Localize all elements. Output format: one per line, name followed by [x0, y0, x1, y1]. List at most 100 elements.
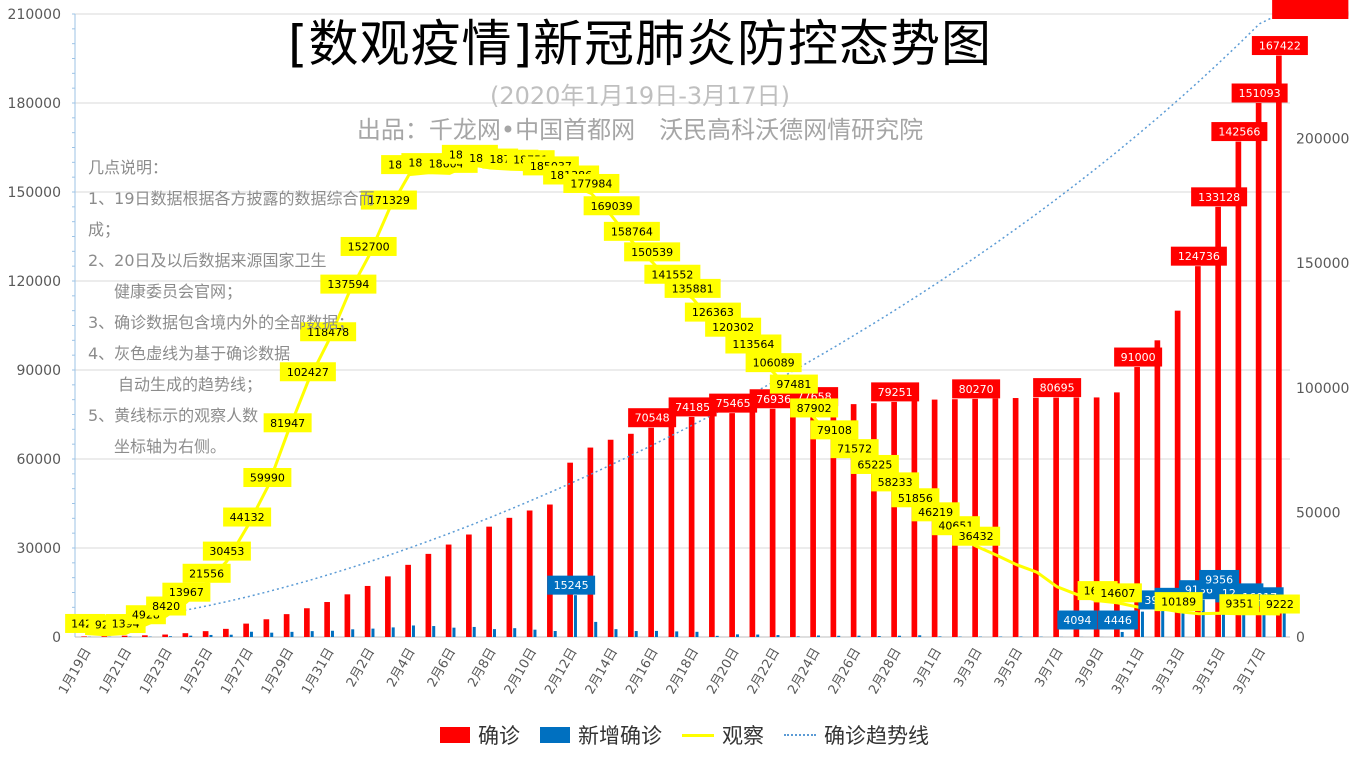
new-confirmed-data-label: 9356 — [1205, 573, 1233, 586]
x-tick-label: 3月9日 — [1073, 646, 1107, 690]
new-confirmed-bar — [472, 626, 476, 637]
confirmed-bar — [769, 408, 776, 637]
confirmed-bar — [182, 633, 189, 637]
new-confirmed-bar — [1140, 611, 1144, 637]
new-confirmed-bar — [634, 631, 638, 637]
new-confirmed-bar — [411, 625, 415, 637]
confirmed-bar — [1195, 266, 1201, 637]
new-confirmed-bar — [513, 628, 517, 637]
confirmed-data-label: 80695 — [1040, 382, 1075, 395]
confirmed-bar — [243, 623, 249, 637]
legend-item-confirmed[interactable]: 确诊 — [440, 720, 520, 750]
observed-data-label-bg — [1093, 583, 1142, 603]
observed-data-label: 51856 — [898, 492, 933, 505]
left-tick-label: 0 — [52, 630, 61, 646]
new-confirmed-bar — [816, 635, 820, 637]
legend-label-observed: 观察 — [722, 724, 764, 748]
observed-data-label: 9351 — [1225, 598, 1253, 611]
observed-data-label: 9222 — [1266, 598, 1294, 611]
new-confirmed-bar — [715, 635, 719, 637]
x-tick-label: 2月28日 — [866, 646, 904, 698]
left-tick-label: 120000 — [8, 274, 61, 290]
confirmed-bar — [445, 544, 452, 637]
x-tick-label: 2月4日 — [384, 646, 418, 690]
new-confirmed-data-label-bg — [1057, 610, 1098, 630]
left-tick-label: 210000 — [8, 7, 61, 23]
observed-data-label-bg — [830, 439, 879, 459]
observed-data-label: 13967 — [169, 586, 204, 599]
new-confirmed-bar — [290, 631, 294, 637]
confirmed-bar — [283, 614, 290, 637]
confirmed-bar — [81, 636, 87, 637]
confirmed-bar — [1276, 55, 1282, 638]
x-tick-label: 3月17日 — [1231, 646, 1269, 698]
confirmed-data-label-bg — [628, 408, 677, 428]
legend-swatch-trend — [784, 734, 816, 736]
confirmed-bar — [830, 405, 837, 637]
observed-data-label-bg — [340, 236, 397, 256]
confirmed-bar — [688, 416, 695, 637]
new-confirmed-bar — [270, 632, 274, 637]
legend-item-trend[interactable]: 确诊趋势线 — [784, 720, 929, 750]
observed-data-label-bg — [871, 472, 920, 492]
confirmed-bar — [385, 576, 391, 637]
confirmed-data-label-bg — [1191, 187, 1248, 207]
observed-data-label: 46219 — [918, 506, 953, 519]
observed-data-label-bg — [705, 317, 762, 337]
confirmed-data-label-bg — [668, 397, 717, 417]
x-tick-label: 1月29日 — [259, 646, 297, 698]
new-confirmed-bar — [209, 634, 213, 637]
observed-data-label: 150539 — [631, 246, 673, 259]
confirmed-data-label-bg — [871, 382, 920, 402]
x-tick-label: 2月26日 — [826, 646, 864, 698]
confirmed-bar — [202, 631, 209, 637]
chart-title: [数观疫情]新冠肺炎防控态势图 — [287, 15, 992, 73]
confirmed-bar — [810, 406, 816, 637]
legend-label-trend: 确诊趋势线 — [824, 724, 929, 748]
new-confirmed-bar — [897, 635, 901, 637]
confirmed-bar — [1093, 397, 1100, 637]
x-tick-label: 3月3日 — [951, 646, 985, 690]
confirmed-bar — [1053, 397, 1059, 637]
x-tick-label: 2月10日 — [502, 646, 540, 698]
right-tick-label: 50000 — [1296, 505, 1341, 521]
legend-item-observed[interactable]: 观察 — [682, 720, 764, 750]
note-line-3: 健康委员会官网； — [114, 282, 243, 301]
confirmed-bar — [263, 619, 270, 637]
observed-data-label: 126363 — [692, 306, 734, 319]
observed-data-label: 81947 — [270, 417, 305, 430]
confirmed-bar — [344, 594, 351, 637]
observed-data-label: 137594 — [327, 278, 369, 291]
confirmed-data-label: 133128 — [1198, 191, 1240, 204]
new-confirmed-bar — [675, 631, 679, 637]
legend-label-new-confirmed: 新增确诊 — [578, 724, 662, 748]
legend-item-new-confirmed[interactable]: 新增确诊 — [540, 720, 662, 750]
confirmed-bar — [1215, 206, 1221, 638]
observed-data-label: 102427 — [287, 366, 329, 379]
confirmed-data-label-bg — [1211, 122, 1268, 142]
confirmed-bar — [526, 510, 533, 637]
observed-data-label: 158764 — [611, 225, 653, 238]
trend-line — [85, 13, 1281, 623]
new-confirmed-bar — [249, 631, 253, 637]
confirmed-bar — [1255, 103, 1262, 637]
confirmed-data-label: 74185 — [675, 401, 710, 414]
legend-swatch-confirmed — [440, 727, 470, 743]
confirmed-bar — [1174, 310, 1181, 637]
confirmed-data-label: 75465 — [716, 397, 751, 410]
new-confirmed-data-label-bg — [547, 575, 596, 595]
new-confirmed-bar — [1120, 631, 1124, 637]
notes-panel: 几点说明： 1、19日数据根据各方披露的数据综合而成； 2、20日及以后数据来源… — [88, 152, 388, 462]
confirmed-bar — [101, 636, 108, 637]
confirmed-bar — [486, 526, 492, 637]
confirmed-bar — [709, 415, 715, 637]
note-line-2: 2、20日及以后数据来源国家卫生 — [88, 251, 327, 270]
observed-data-label: 14607 — [1100, 587, 1135, 600]
confirmed-data-label-bg — [1292, 0, 1349, 19]
confirmed-bar — [567, 462, 573, 637]
observed-data-label: 65225 — [857, 458, 892, 471]
confirmed-data-label-bg — [952, 379, 1001, 399]
x-tick-label: 2月6日 — [425, 646, 459, 690]
new-confirmed-bar — [1242, 602, 1246, 637]
right-tick-label: 0 — [1296, 630, 1305, 646]
